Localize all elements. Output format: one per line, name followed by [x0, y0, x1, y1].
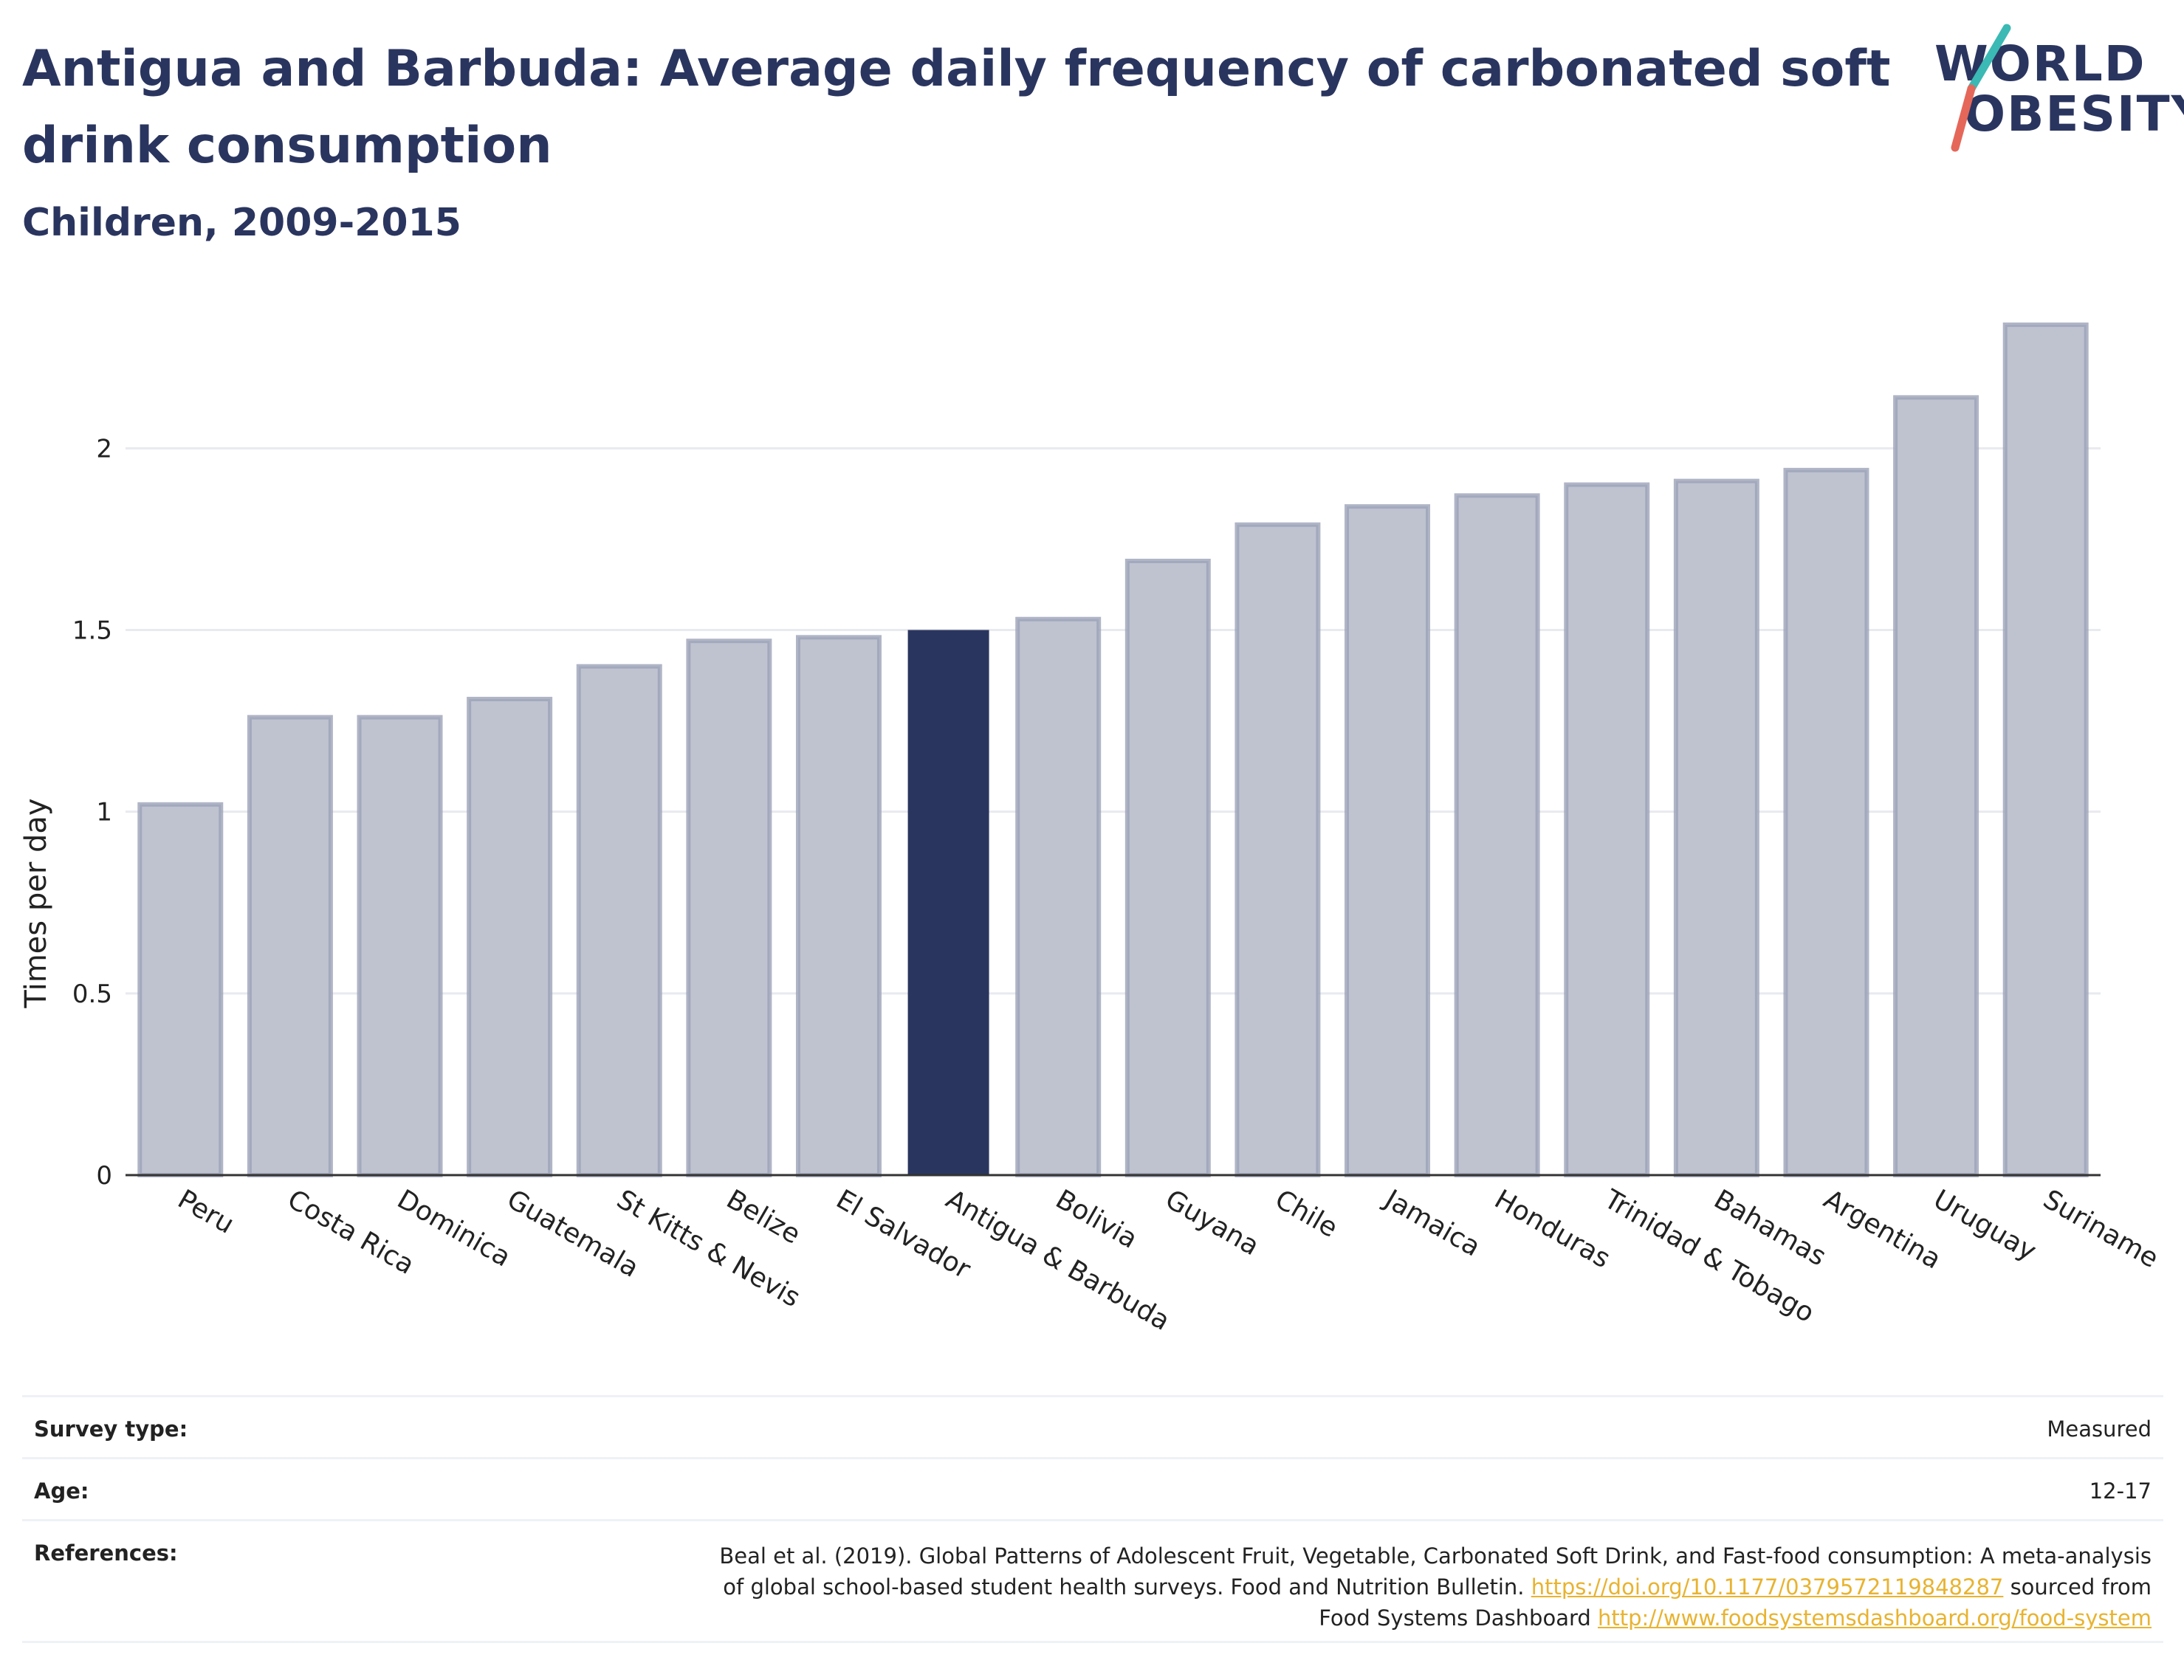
bar-highlighted	[907, 630, 989, 1175]
bar	[1893, 395, 1979, 1178]
bar	[576, 664, 662, 1177]
x-tick-label: St Kitts & Nevis	[611, 1184, 805, 1313]
bar	[1673, 478, 1759, 1178]
survey-type-value: Measured	[2047, 1416, 2152, 1442]
world-obesity-logo: WORLD OBESITY	[1920, 22, 2184, 155]
bar	[686, 638, 772, 1177]
references-text: Beal et al. (2019). Global Patterns of A…	[380, 1540, 2152, 1633]
ref-line-2: of global school-based student health su…	[380, 1571, 2152, 1602]
ref-line-3: Food Systems Dashboard http://www.foodsy…	[380, 1602, 2152, 1633]
bar	[1015, 616, 1102, 1177]
y-axis-label: Times per day	[19, 798, 53, 1008]
x-tick-label: Suriname	[2038, 1184, 2163, 1274]
y-tick-label: 2	[96, 434, 112, 464]
doi-link[interactable]: https://doi.org/10.1177/0379572119848287	[1531, 1574, 2004, 1600]
bar	[1783, 467, 1869, 1178]
x-tick-label: Guyana	[1160, 1184, 1264, 1261]
grid-lines	[126, 447, 2101, 995]
y-tick-label: 0	[96, 1161, 112, 1191]
bar	[1124, 558, 1211, 1177]
ref-line-2b: sourced from	[2003, 1574, 2152, 1600]
chart-title: Antigua and Barbuda: Average daily frequ…	[22, 40, 1891, 175]
bar	[137, 802, 224, 1177]
ref-line-3a: Food Systems Dashboard	[1319, 1605, 1598, 1631]
bar	[467, 697, 553, 1177]
logo-slash-icon	[1951, 24, 2011, 152]
age-value: 12-17	[2089, 1478, 2152, 1504]
survey-type-row: Survey type: Measured	[22, 1395, 2163, 1457]
bar	[795, 635, 882, 1177]
info-table: Survey type: Measured Age: 12-17 Referen…	[22, 1395, 2163, 1643]
x-tick-label: Uruguay	[1929, 1184, 2042, 1267]
x-tick-label: Bolivia	[1051, 1184, 1143, 1255]
chart-subtitle: Children, 2009-2015	[22, 201, 461, 245]
ref-line-1: Beal et al. (2019). Global Patterns of A…	[719, 1543, 2152, 1569]
logo-line1: WORLD	[1934, 35, 2146, 92]
bar	[1345, 504, 1431, 1177]
y-tick-label: 0.5	[72, 980, 112, 1009]
x-tick-label: Argentina	[1819, 1184, 1946, 1275]
bar	[1454, 493, 1540, 1177]
x-tick-label: Chile	[1270, 1184, 1343, 1244]
references-row: References: Beal et al. (2019). Global P…	[22, 1519, 2163, 1643]
bar	[247, 715, 333, 1177]
x-tick-label: Trinidad & Tobago	[1598, 1184, 1819, 1329]
x-tick-label: Honduras	[1489, 1184, 1615, 1274]
logo-line2: OBESITY	[1964, 86, 2184, 142]
bar	[1564, 482, 1650, 1178]
bar	[2002, 322, 2089, 1177]
ref-line-2a: of global school-based student health su…	[723, 1574, 1531, 1600]
x-tick-label: Jamaica	[1378, 1183, 1486, 1262]
bars	[137, 322, 2089, 1178]
y-tick-label: 1	[96, 798, 112, 827]
bar	[357, 715, 443, 1177]
references-label: References:	[34, 1540, 178, 1566]
age-label: Age:	[34, 1478, 89, 1504]
dashboard-link[interactable]: http://www.foodsystemsdashboard.org/food…	[1598, 1605, 2152, 1631]
y-tick-label: 1.5	[72, 616, 112, 645]
age-row: Age: 12-17	[22, 1457, 2163, 1519]
x-tick-label: Belize	[721, 1184, 806, 1250]
x-tick-label: Peru	[173, 1184, 239, 1240]
bar	[1234, 522, 1321, 1177]
survey-type-label: Survey type:	[34, 1416, 188, 1442]
